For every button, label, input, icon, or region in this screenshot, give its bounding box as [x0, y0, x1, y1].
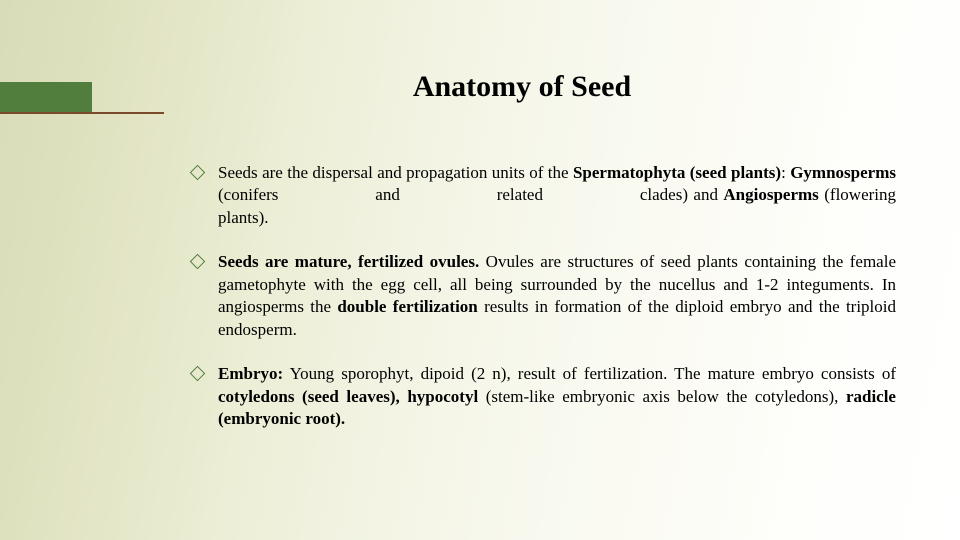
slide-title: Anatomy of Seed — [148, 70, 896, 104]
bullet-item: Seeds are the dispersal and propagation … — [188, 162, 896, 229]
bullet-item: Seeds are mature, fertilized ovules. Ovu… — [188, 251, 896, 341]
slide: Anatomy of Seed Seeds are the dispersal … — [0, 0, 960, 540]
bullet-item: Embryo: Young sporophyt, dipoid (2 n), r… — [188, 363, 896, 430]
bullet-list: Seeds are the dispersal and propagation … — [188, 162, 896, 430]
